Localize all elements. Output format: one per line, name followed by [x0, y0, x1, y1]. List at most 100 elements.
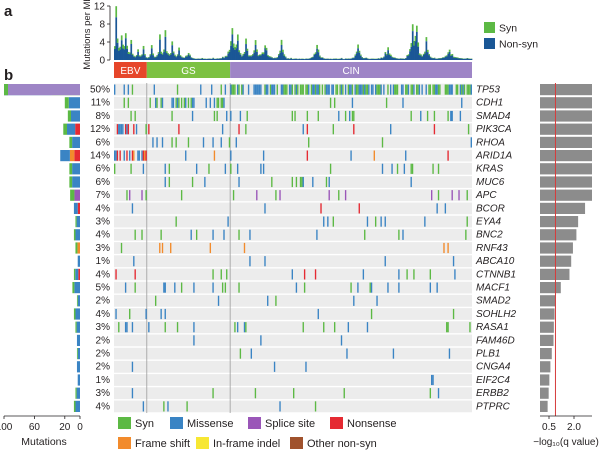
mutation-cell	[148, 322, 150, 333]
bar-non-syn	[280, 44, 283, 60]
mutation-cell	[454, 269, 456, 280]
mutation-cell	[115, 269, 117, 280]
mutation-cell	[317, 84, 319, 95]
mutation-cell	[141, 150, 143, 161]
mutation-cell	[245, 124, 247, 135]
mutation-cell	[175, 137, 177, 148]
mutation-heatmap: 100 60 20 0 Mutations 50% TP53 11% CDH1 8% SMAD4 1…	[0, 82, 599, 450]
q-value-bar	[540, 229, 577, 241]
bar-non-syn	[353, 58, 355, 60]
mutation-cell	[163, 282, 165, 293]
bar-non-syn	[273, 58, 276, 60]
mutation-count-segment	[74, 189, 80, 201]
q-value-bar	[540, 110, 592, 122]
mutation-cell	[443, 242, 445, 254]
bar-non-syn	[339, 58, 342, 60]
percent-label: 1%	[96, 375, 111, 386]
bar-non-syn	[141, 55, 144, 60]
bar-non-syn	[137, 51, 139, 60]
bar-syn	[314, 52, 317, 54]
mutation-cell	[387, 84, 389, 95]
mutation-cell	[249, 256, 251, 267]
mutation-count-segment	[73, 308, 76, 320]
bar-non-syn	[160, 53, 163, 60]
bar-non-syn	[134, 57, 137, 60]
mutation-rate-chart: Mutations per Mb 0 4 8 12 Syn Non-syn	[82, 0, 538, 70]
mutation-count-segment	[60, 150, 70, 162]
bar-non-syn	[167, 54, 170, 60]
mutation-cell	[303, 282, 306, 293]
bar-non-syn	[220, 58, 223, 60]
mutation-count-segment	[75, 308, 80, 320]
bar-non-syn	[122, 48, 124, 60]
mutation-cell	[243, 242, 246, 254]
mutation-cell	[291, 110, 293, 122]
bar-non-syn	[456, 58, 459, 60]
bar-syn	[271, 57, 273, 58]
mutation-cell	[129, 308, 131, 320]
bar-non-syn	[245, 44, 247, 60]
percent-label: 12%	[90, 124, 110, 135]
mutation-cell	[193, 282, 195, 293]
mutation-cell	[383, 84, 385, 95]
mutation-cell	[171, 97, 173, 108]
bar-non-syn	[265, 50, 268, 60]
gene-label: ERBB2	[476, 388, 509, 399]
bar-non-syn	[391, 57, 394, 60]
mutation-cell	[224, 84, 227, 95]
bar-non-syn	[381, 58, 384, 60]
bar-syn	[224, 55, 227, 57]
bar-syn	[122, 44, 124, 49]
bar-non-syn	[236, 40, 239, 60]
bar-non-syn	[357, 48, 359, 60]
mutations-axis-tick-label: 0	[77, 422, 83, 433]
mutation-cell	[133, 256, 135, 267]
bar-non-syn	[115, 17, 118, 60]
mutation-cell	[328, 84, 330, 95]
mutation-cell	[370, 84, 373, 95]
bar-syn	[201, 57, 204, 59]
q-value-bar	[540, 361, 551, 373]
mutation-cell	[279, 401, 281, 412]
mutation-cell	[208, 163, 210, 174]
bar-non-syn	[219, 58, 221, 60]
bar-non-syn	[383, 57, 385, 60]
bar-non-syn	[323, 58, 325, 60]
mutation-cell	[123, 84, 125, 95]
mutation-cell	[447, 322, 449, 333]
mutation-cell	[273, 361, 276, 372]
bar-syn	[174, 54, 176, 56]
bar-non-syn	[387, 50, 389, 60]
bar-syn	[239, 53, 242, 55]
mutation-cell	[328, 190, 330, 201]
mutation-cell	[213, 110, 216, 122]
gene-label: CNGA4	[476, 362, 511, 373]
mutation-cell	[372, 84, 374, 95]
bar-syn	[144, 54, 146, 56]
legend-label: Nonsense	[347, 418, 397, 430]
mutation-cell	[428, 84, 430, 95]
legend-label: Syn	[499, 23, 517, 35]
bar-syn	[417, 42, 420, 47]
bar-non-syn	[227, 53, 230, 60]
bar-syn	[310, 57, 313, 58]
mutation-cell	[171, 110, 173, 122]
mutation-cell	[402, 84, 404, 95]
mutation-cell	[390, 124, 392, 135]
mutation-count-segment	[77, 348, 80, 360]
mutation-cell	[406, 84, 408, 95]
q-value-bar	[540, 97, 592, 109]
bar-non-syn	[257, 56, 260, 60]
gene-label: SMAD4	[476, 111, 511, 122]
bar-non-syn	[120, 40, 123, 60]
mutation-cell	[392, 348, 395, 359]
mutation-cell	[385, 97, 388, 108]
bar-non-syn	[191, 58, 194, 60]
mutation-cell	[357, 84, 359, 95]
mutation-count-bar	[4, 84, 80, 96]
bar-syn	[265, 47, 268, 51]
bar-non-syn	[388, 54, 391, 60]
mutation-cell	[299, 176, 302, 188]
bar-non-syn	[217, 58, 220, 60]
mutation-count-segment	[72, 163, 80, 175]
